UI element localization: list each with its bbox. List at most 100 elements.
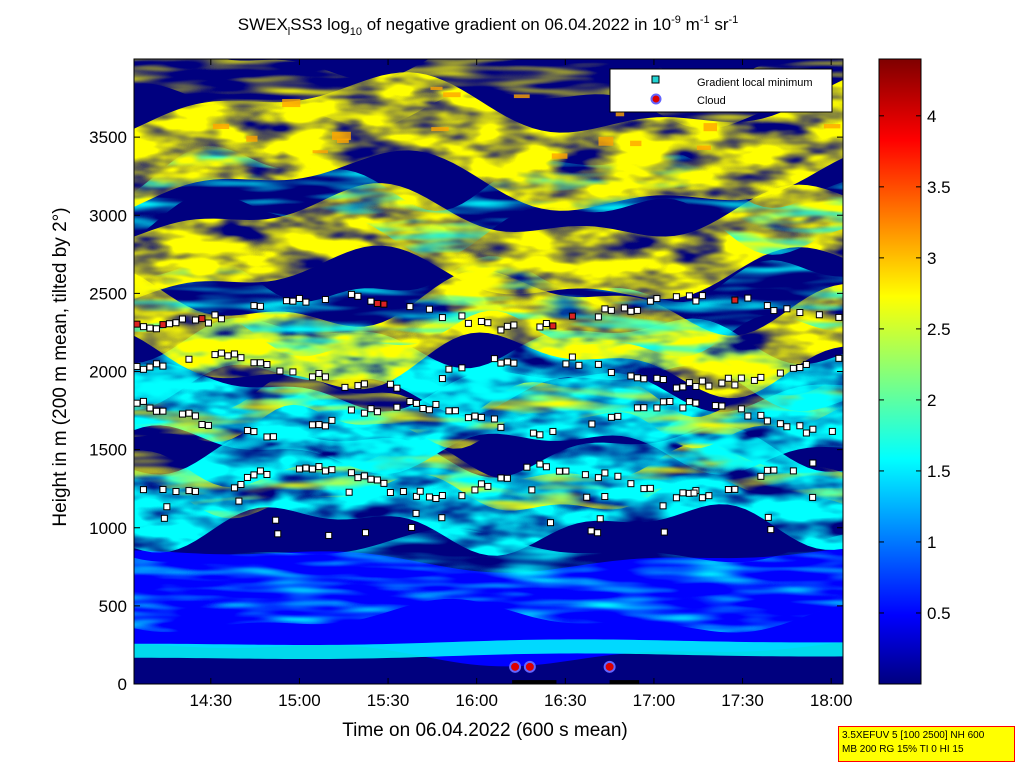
gradient-minimum-marker (159, 321, 167, 329)
cloud-marker (509, 660, 522, 673)
gradient-minimum-marker (484, 482, 492, 490)
gradient-minimum-marker (438, 514, 446, 522)
hot-speck (246, 135, 258, 142)
gradient-minimum-marker (315, 421, 323, 429)
gradient-minimum-marker (269, 433, 277, 441)
gradient-minimum-marker (510, 359, 518, 367)
gradient-minimum-marker (360, 380, 368, 388)
hot-speck (443, 92, 461, 98)
gradient-minimum-marker (555, 467, 563, 475)
gradient-minimum-marker (802, 360, 810, 368)
gradient-minimum-marker (594, 313, 602, 321)
x-tick-label: 17:00 (633, 691, 676, 710)
gradient-minimum-marker (763, 302, 771, 310)
legend: Gradient local minimum Cloud (609, 68, 833, 113)
gradient-minimum-marker (295, 465, 303, 473)
gradient-minimum-marker (399, 487, 407, 495)
gradient-minimum-marker (134, 399, 141, 407)
gradient-minimum-marker (185, 487, 193, 495)
gradient-minimum-marker (497, 359, 505, 367)
gradient-minimum-marker (256, 359, 264, 367)
gradient-minimum-marker (757, 373, 765, 381)
colorbar-tick-label: 0.5 (927, 604, 951, 623)
gradient-minimum-marker (134, 320, 141, 328)
y-tick-label: 1000 (89, 519, 127, 538)
gradient-minimum-marker (373, 299, 381, 307)
gradient-minimum-marker (360, 409, 368, 417)
gradient-minimum-marker (731, 296, 739, 304)
colorbar: 0.5 1 1.5 2 2.5 3 3.5 4 (878, 58, 951, 685)
gradient-minimum-marker (235, 497, 243, 505)
gradient-minimum-marker (783, 423, 791, 431)
y-tick-label: 3500 (89, 128, 127, 147)
gradient-minimum-marker (711, 402, 719, 410)
gradient-minimum-marker (536, 323, 544, 331)
gradient-minimum-marker (627, 307, 635, 315)
gradient-minimum-marker (640, 404, 648, 412)
gradient-minimum-marker (672, 293, 680, 301)
gradient-minimum-marker (198, 421, 206, 429)
gradient-minimum-marker (160, 514, 168, 522)
gradient-minimum-marker (690, 489, 698, 497)
colorbar-tick-label: 2.5 (927, 320, 951, 339)
hot-speck (630, 140, 642, 147)
gradient-minimum-marker (204, 319, 212, 327)
gradient-minimum-marker (438, 375, 446, 383)
gradient-minimum-marker (763, 466, 771, 474)
gradient-minimum-marker (575, 361, 583, 369)
gradient-minimum-marker (666, 397, 674, 405)
gradient-minimum-marker (302, 298, 310, 306)
gradient-minimum-marker (763, 417, 771, 425)
colorbar-tick-label: 1 (927, 533, 936, 552)
gradient-minimum-marker (679, 489, 687, 497)
gradient-minimum-marker (620, 304, 628, 312)
layer-1300-yellow (134, 442, 843, 519)
gradient-minimum-marker (659, 376, 667, 384)
gradient-minimum-marker (672, 494, 680, 502)
gradient-minimum-marker (503, 474, 511, 482)
gradient-minimum-marker (594, 529, 602, 537)
gradient-minimum-marker (640, 485, 648, 493)
gradient-minimum-marker (776, 369, 784, 377)
gradient-minimum-marker (471, 486, 479, 494)
gradient-minimum-marker (204, 421, 212, 429)
gradient-minimum-marker (412, 492, 420, 500)
hot-speck (598, 136, 614, 146)
gradient-minimum-marker (432, 400, 440, 408)
gradient-minimum-marker (274, 530, 282, 538)
gradient-minimum-marker (510, 321, 518, 329)
hot-speck (703, 123, 718, 132)
gradient-minimum-marker (718, 402, 726, 410)
gradient-minimum-marker (601, 305, 609, 313)
gradient-minimum-marker (568, 353, 576, 361)
settings-line-1: 3.5XEFUV 5 [100 2500] NH 600 (842, 730, 985, 741)
x-tick-label: 18:00 (810, 691, 853, 710)
gradient-minimum-marker (146, 324, 154, 332)
gradient-minimum-marker (419, 404, 427, 412)
gradient-minimum-marker (211, 311, 219, 319)
gradient-minimum-marker (607, 413, 615, 421)
gradient-minimum-marker (737, 374, 745, 382)
hot-speck (430, 86, 443, 90)
gradient-minimum-marker (325, 531, 333, 539)
gradient-minimum-marker (393, 403, 401, 411)
gradient-minimum-marker (386, 488, 394, 496)
gradient-minimum-marker (243, 427, 251, 435)
gradient-minimum-marker (217, 349, 225, 357)
gradient-minimum-marker (770, 307, 778, 315)
gradient-minimum-marker (764, 513, 772, 521)
gradient-minimum-marker (646, 297, 654, 305)
gradient-minimum-marker (653, 295, 661, 303)
x-tick-label: 15:30 (367, 691, 410, 710)
gradient-minimum-marker (692, 382, 700, 390)
gradient-minimum-marker (139, 397, 147, 405)
gradient-minimum-marker (705, 492, 713, 500)
colorbar-tick-label: 1.5 (927, 462, 951, 481)
gradient-minimum-marker (328, 466, 336, 474)
gradient-minimum-marker (354, 382, 362, 390)
y-tick-label: 500 (99, 597, 127, 616)
gradient-minimum-marker (679, 404, 687, 412)
colorbar-ticks: 0.5 1 1.5 2 2.5 3 3.5 4 (879, 107, 951, 623)
gradient-minimum-marker (360, 472, 368, 480)
hot-speck (336, 138, 349, 143)
